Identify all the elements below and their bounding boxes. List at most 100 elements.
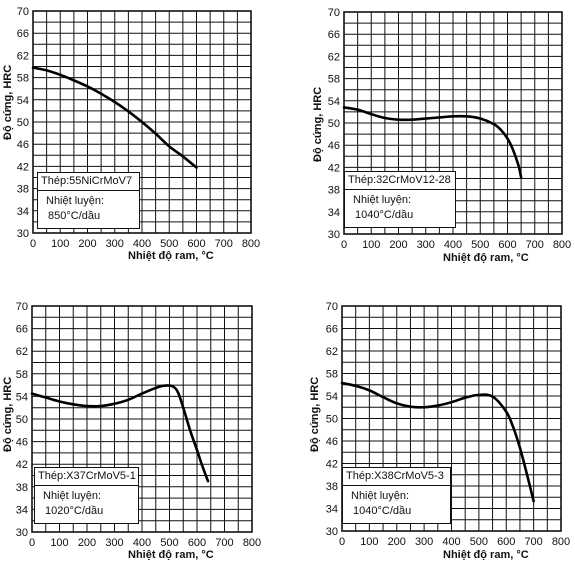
x-tick-label: 300 [105,537,123,549]
x-axis-label: Nhiệt độ ram, °C [128,549,214,561]
y-tick-label: 42 [17,161,29,173]
x-tick-label: 200 [388,536,406,548]
x-axis-label: Nhiệt độ ram, °C [443,252,529,264]
y-tick-label: 34 [326,504,338,516]
y-tick-label: 38 [326,481,338,493]
y-axis-label: Độ cứng, HRC [312,86,324,162]
y-tick-label: 30 [16,527,28,539]
y-tick-label: 34 [16,504,28,516]
y-tick-label: 62 [328,51,340,63]
y-tick-label: 42 [16,459,28,471]
x-tick-label: 400 [133,537,151,549]
x-tick-label: 500 [160,537,178,549]
x-tick-label: 600 [187,238,205,250]
x-tick-label: 0 [29,537,35,549]
y-tick-label: 66 [16,324,28,336]
y-tick-label: 50 [326,414,338,426]
plot-frame [32,10,252,234]
y-tick-label: 58 [326,369,338,381]
y-tick-label: 38 [328,185,340,197]
chart-55NiCrMoV7: 30 34 38 42 46 50 54 58 62 66 70 0 100 200 300 400 500 60… [0,0,287,287]
y-tick-label: 34 [328,207,340,219]
plot-frame [343,11,563,235]
treatment-value: 850°C/dầu [48,210,101,222]
steel-info-box: Thép:32CrMoV12-28 Nhiệt luyện: 1040°C/dầ… [344,171,456,228]
steel-info-box: Thép:55NiCrMoV7 Nhiệt luyện: 850°C/dầu [37,172,140,229]
treatment-label: Nhiệt luyện: [43,490,102,502]
treatment-label: Nhiệt luyện: [353,194,412,206]
chart-X38CrMoV5-3: 30 34 38 42 46 50 54 58 62 66 70 0 100 200 300 400 500 60… [288,287,575,574]
y-tick-label: 58 [16,369,28,381]
y-tick-label: 62 [16,346,28,358]
x-tick-label: 500 [470,536,488,548]
y-axis-label: Độ cứng, HRC [2,376,14,452]
x-tick-label: 200 [389,239,407,251]
x-tick-label: 300 [417,239,435,251]
y-tick-label: 46 [17,139,29,151]
x-tick-label: 500 [160,238,178,250]
y-tick-label: 46 [328,140,340,152]
x-tick-label: 400 [442,536,460,548]
y-tick-label: 62 [326,346,338,358]
y-tick-label: 70 [326,301,338,313]
x-tick-label: 600 [188,537,206,549]
y-tick-label: 66 [328,29,340,41]
y-tick-label: 58 [17,73,29,85]
y-tick-label: 38 [16,482,28,494]
steel-grade-label: Thép:55NiCrMoV7 [38,173,139,191]
x-axis-label: Nhiệt độ ram, °C [443,549,529,561]
treatment-value: 1020°C/dầu [45,505,104,517]
y-tick-label: 42 [326,459,338,471]
x-tick-label: 100 [362,239,380,251]
y-tick-label: 34 [17,206,29,218]
y-tick-label: 70 [328,7,340,19]
x-tick-label: 200 [78,537,96,549]
x-tick-label: 300 [415,536,433,548]
x-tick-label: 300 [106,238,124,250]
y-tick-label: 50 [17,117,29,129]
x-tick-label: 700 [215,238,233,250]
steel-grade-label: Thép:X38CrMoV5-3 [343,468,450,486]
x-tick-label: 700 [526,239,544,251]
x-tick-label: 600 [498,239,516,251]
hardness-curve [31,66,198,169]
hardness-curve [30,384,210,483]
y-tick-label: 54 [16,391,28,403]
treatment-label: Nhiệt luyện: [46,195,105,207]
y-axis-label: Độ cứng, HRC [309,376,321,452]
x-tick-label: 100 [360,536,378,548]
y-tick-label: 58 [328,74,340,86]
y-tick-label: 70 [17,6,29,18]
y-tick-label: 42 [328,162,340,174]
y-tick-label: 66 [17,28,29,40]
y-tick-label: 30 [326,526,338,538]
y-tick-label: 66 [326,324,338,336]
x-tick-label: 400 [444,239,462,251]
chart-X37CrMoV5-1: 30 34 38 42 46 50 54 58 62 66 70 0 100 200 300 400 500 60… [0,287,287,574]
steel-info-box: Thép:X37CrMoV5-1 Nhiệt luyện: 1020°C/dầu [34,467,139,524]
y-tick-label: 50 [16,414,28,426]
y-tick-label: 62 [17,50,29,62]
hardness-curve [340,381,535,503]
x-tick-label: 800 [552,536,570,548]
x-tick-label: 800 [553,239,571,251]
y-tick-label: 50 [328,118,340,130]
x-tick-label: 0 [30,238,36,250]
plot-frame [31,305,253,533]
steel-grade-label: Thép:32CrMoV12-28 [345,172,455,190]
hardness-curve [342,106,523,179]
x-tick-label: 700 [524,536,542,548]
x-tick-label: 700 [215,537,233,549]
x-tick-label: 400 [133,238,151,250]
treatment-value: 1040°C/dầu [353,505,412,517]
y-tick-label: 46 [16,437,28,449]
steel-info-box: Thép:X38CrMoV5-3 Nhiệt luyện: 1040°C/dầu [342,467,451,524]
y-tick-label: 46 [326,436,338,448]
x-tick-label: 600 [497,536,515,548]
treatment-value: 1040°C/dầu [355,209,414,221]
x-tick-label: 100 [51,238,69,250]
x-tick-label: 800 [243,537,261,549]
